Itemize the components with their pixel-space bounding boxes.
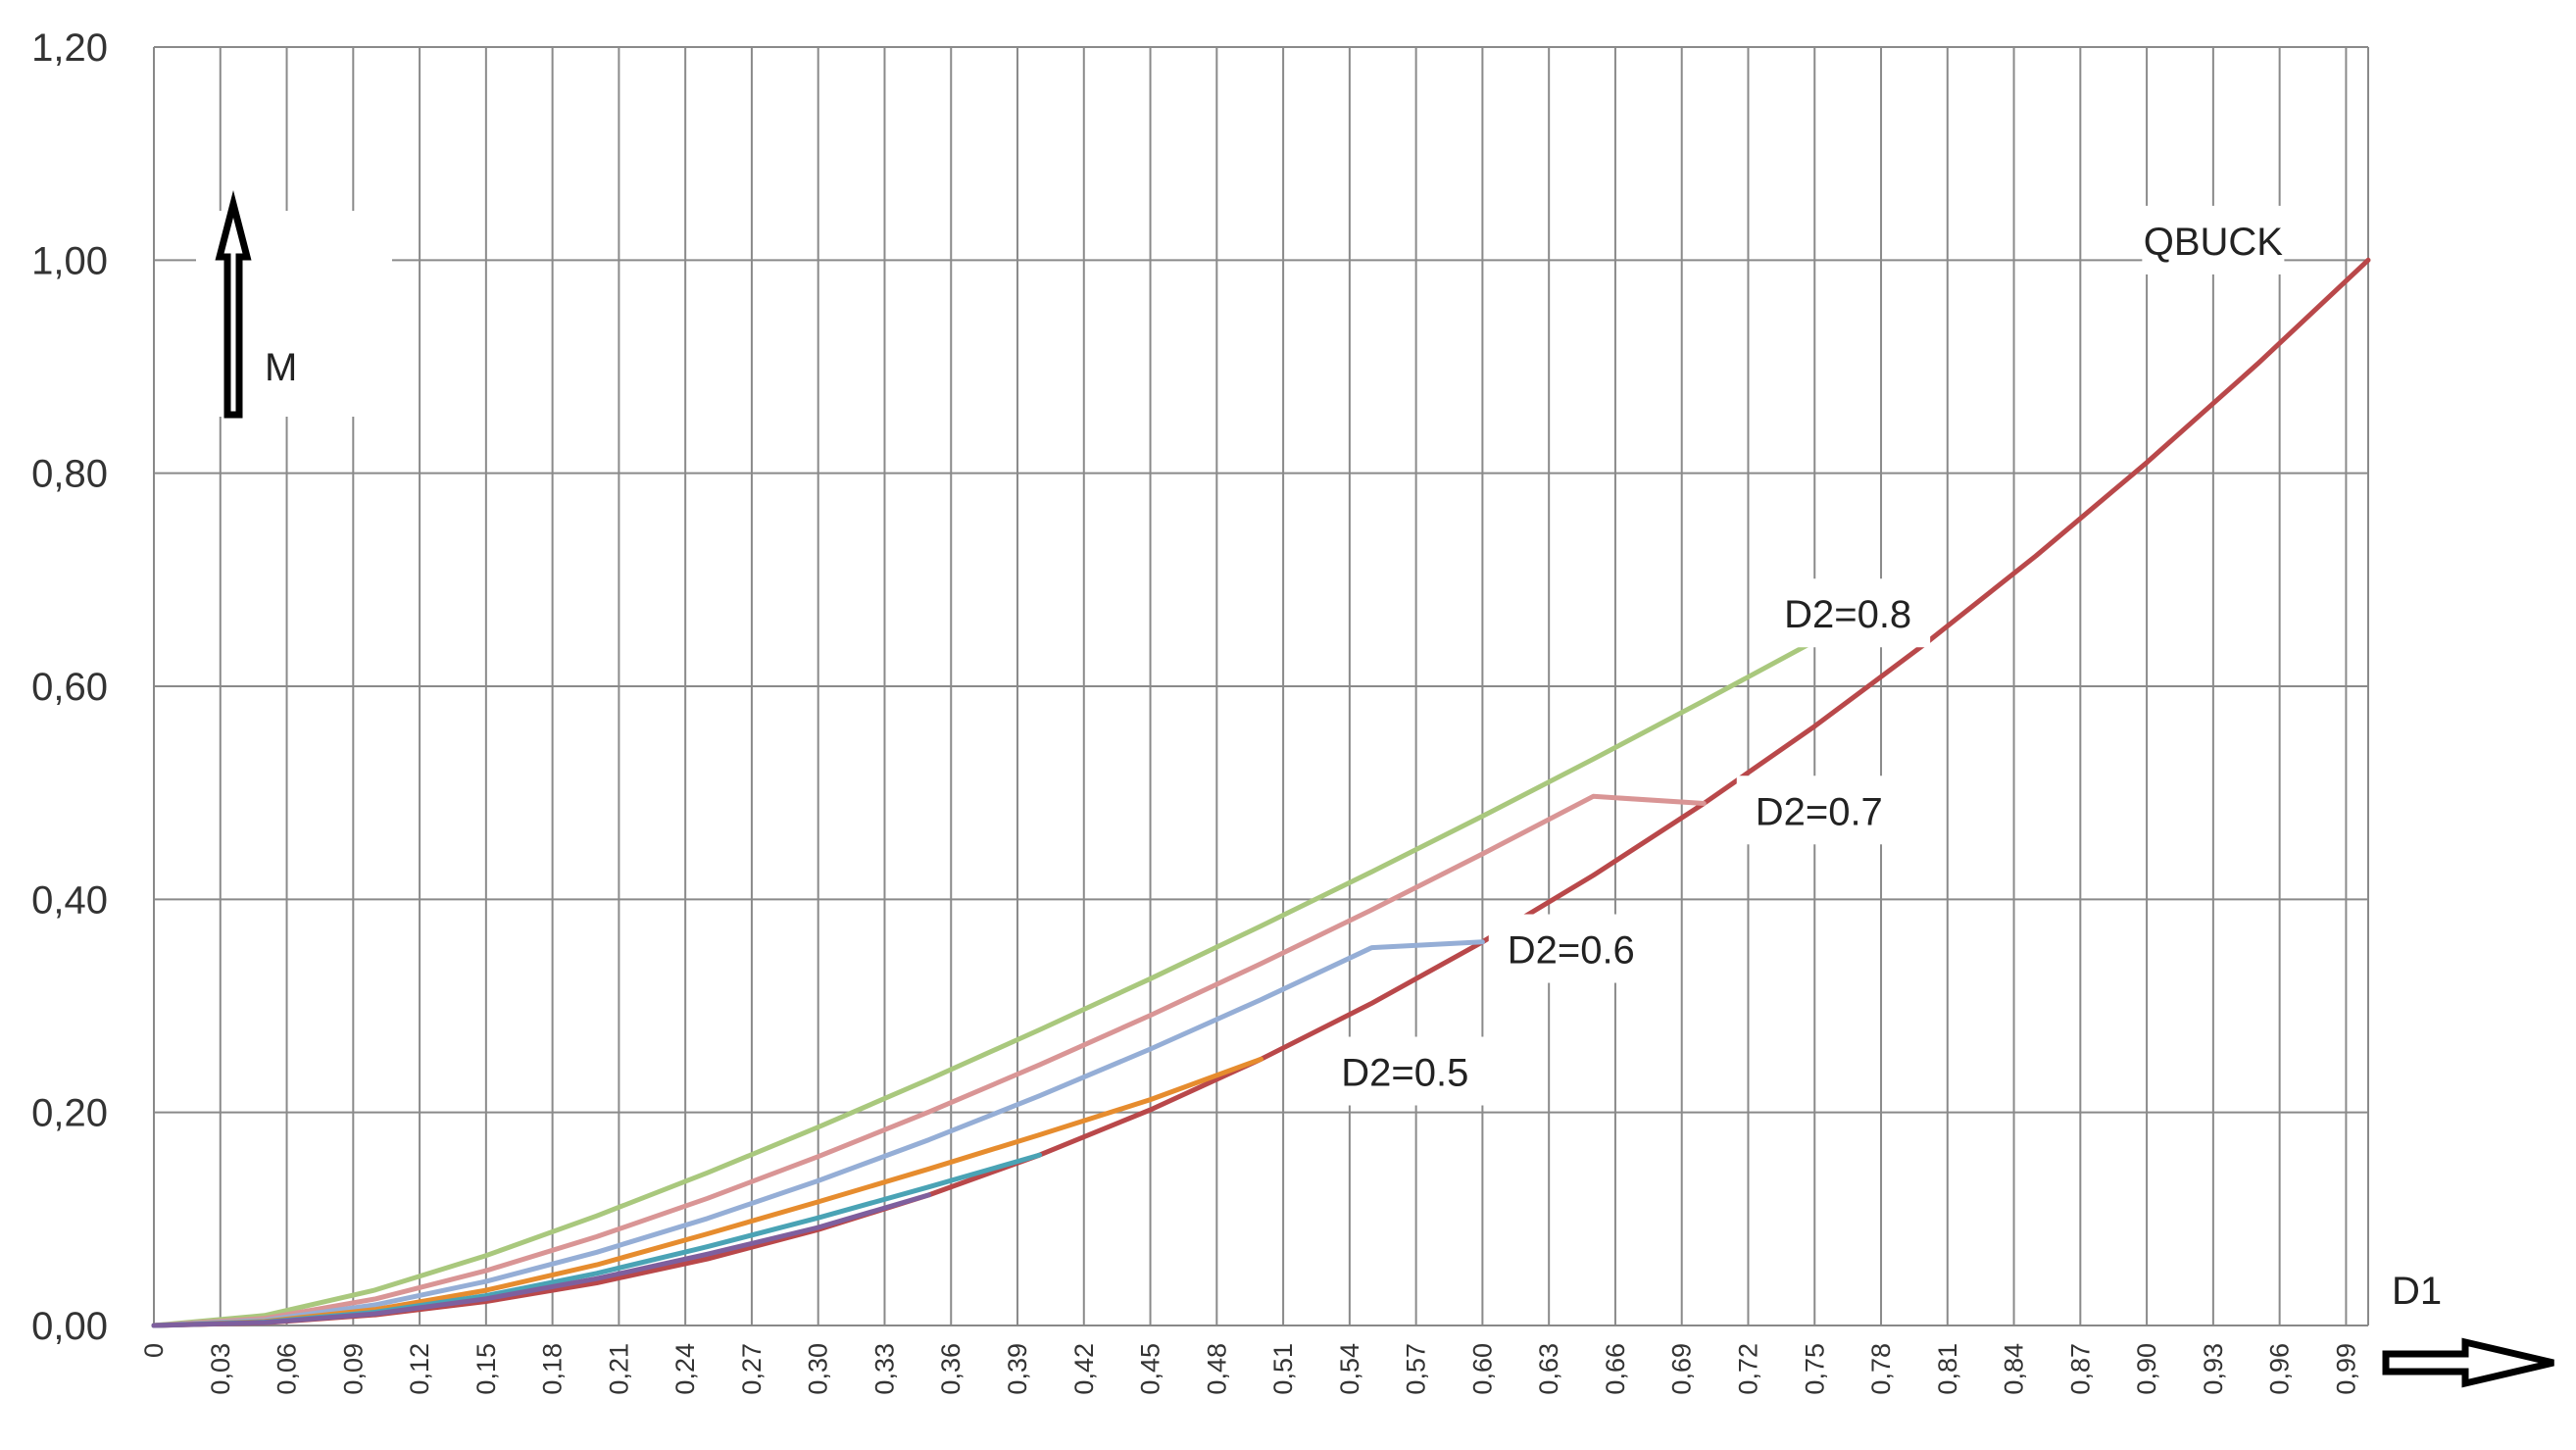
x-tick-label: 0,09 [338, 1343, 368, 1395]
series-line-1 [151, 638, 1928, 1328]
x-axis-label: D1 [2392, 1270, 2442, 1313]
series-annotation: D2=0.5 [1341, 1052, 1468, 1095]
x-tick-label: 0,39 [1003, 1343, 1032, 1395]
x-tick-label: 0,12 [405, 1343, 434, 1395]
y-tick-label: 0,00 [31, 1305, 108, 1348]
y-tick-label: 0,20 [31, 1092, 108, 1135]
x-tick-label: 0,30 [804, 1343, 833, 1395]
series-annotation: D2=0.8 [1784, 593, 1911, 636]
x-tick-label: 0,57 [1402, 1343, 1431, 1395]
x-tick-label: 0,15 [471, 1343, 501, 1395]
series-annotation: D2=0.7 [1756, 790, 1883, 833]
y-axis-arrow [196, 190, 392, 419]
x-tick-label: 0,90 [2132, 1343, 2161, 1395]
x-tick-label: 0,75 [1800, 1343, 1829, 1395]
x-tick-label: 0,03 [206, 1343, 235, 1395]
x-tick-label: 0,45 [1136, 1343, 1165, 1395]
x-tick-label: 0,18 [538, 1343, 568, 1395]
series-line-3 [151, 939, 1485, 1328]
x-tick-label: 0,51 [1268, 1343, 1298, 1395]
x-tick-label: 0,48 [1202, 1343, 1231, 1395]
x-tick-label: 0,54 [1335, 1343, 1364, 1395]
x-tick-label: 0,84 [2000, 1343, 2029, 1395]
x-tick-label: 0,69 [1667, 1343, 1697, 1395]
y-tick-labels: 0,00 0,20 0,40 0,60 0,80 1,00 1,20 [31, 26, 108, 1348]
series-line-6 [151, 1192, 932, 1328]
x-tick-label: 0,78 [1866, 1343, 1896, 1395]
x-tick-label: 0,99 [2331, 1343, 2360, 1395]
y-tick-label: 1,00 [31, 239, 108, 282]
y-axis-label: M [265, 346, 297, 389]
annotation-bg [2142, 205, 2285, 275]
x-tick-label: 0,27 [737, 1343, 767, 1395]
series-line-4 [151, 1056, 1263, 1328]
x-tick-label: 0,81 [1933, 1343, 1962, 1395]
annotation-bg [1765, 578, 1931, 648]
annotation-bg [1736, 775, 1902, 845]
y-tick-label: 0,40 [31, 878, 108, 922]
x-axis-arrow [2382, 1337, 2554, 1388]
horizontal-gridlines [154, 46, 2368, 1326]
annotations: QBUCK D2=0.8 D2=0.7 D2=0.6 D2=0.5 [1322, 205, 2285, 1106]
series-annotation: QBUCK [2144, 221, 2284, 264]
y-tick-label: 0,60 [31, 666, 108, 709]
x-tick-label: 0,66 [1601, 1343, 1630, 1395]
x-tick-label: 0,24 [670, 1343, 700, 1395]
x-tick-label: 0,33 [869, 1343, 899, 1395]
series-line-2 [151, 793, 1707, 1328]
x-tick-label: 0 [139, 1343, 169, 1358]
x-tick-label: 0,36 [936, 1343, 966, 1395]
annotation-bg [1488, 914, 1654, 983]
series-lines [151, 257, 2371, 1328]
x-tick-labels: 0 0,03 0,06 0,09 0,12 0,15 0,18 0,21 0,24 0,27 0,3… [139, 1343, 2360, 1395]
y-tick-label: 0,80 [31, 453, 108, 496]
annotation-bg [1322, 1036, 1488, 1106]
x-tick-label: 0,96 [2265, 1343, 2295, 1395]
x-tick-label: 0,63 [1534, 1343, 1563, 1395]
x-tick-label: 0,42 [1069, 1343, 1099, 1395]
x-tick-label: 0,87 [2065, 1343, 2095, 1395]
x-tick-label: 0,60 [1467, 1343, 1497, 1395]
x-tick-label: 0,72 [1733, 1343, 1762, 1395]
x-tick-label: 0,06 [272, 1343, 302, 1395]
series-annotation: D2=0.6 [1508, 929, 1635, 973]
y-tick-label: 1,20 [31, 26, 108, 70]
x-tick-label: 0,21 [604, 1343, 633, 1395]
x-tick-label: 0,93 [2199, 1343, 2228, 1395]
